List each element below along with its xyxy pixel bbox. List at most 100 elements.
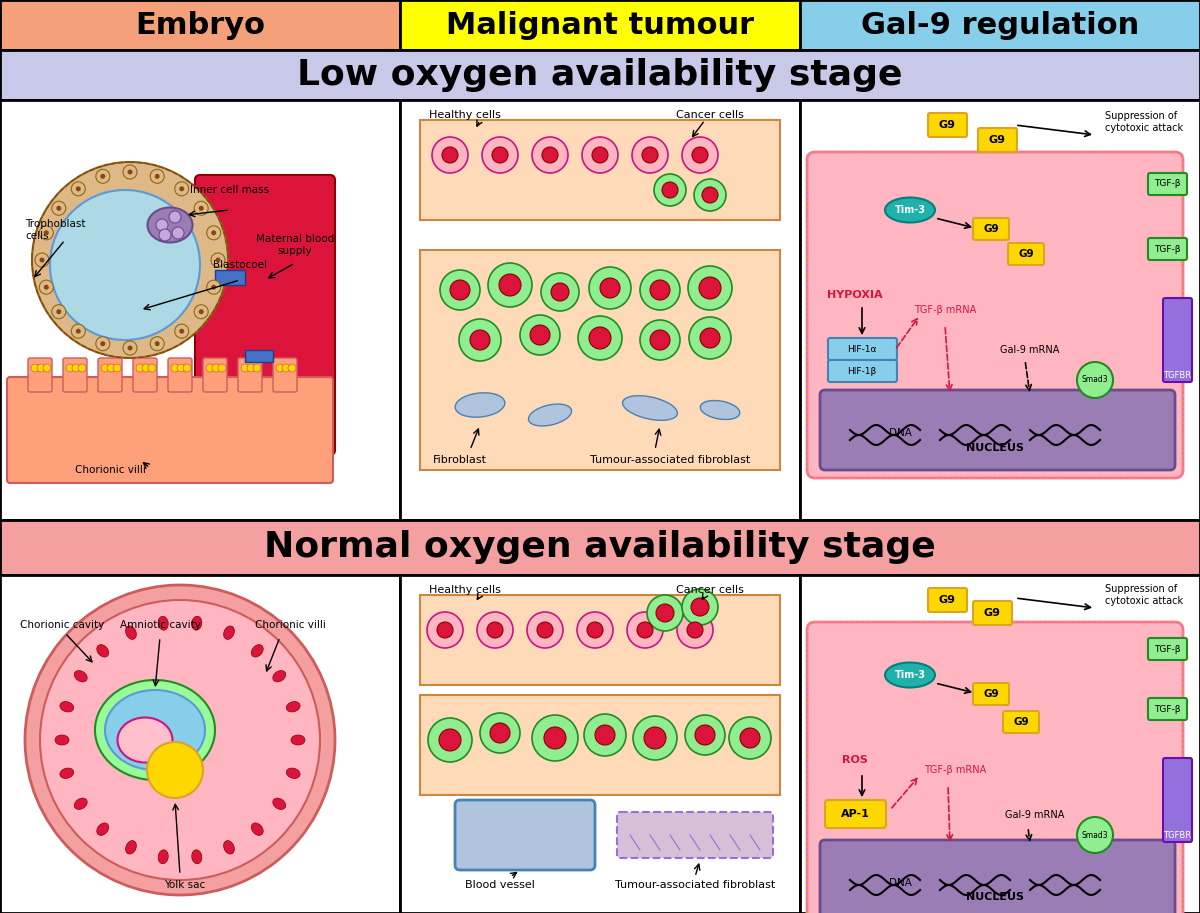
Circle shape — [71, 324, 85, 338]
Circle shape — [32, 162, 228, 358]
Circle shape — [52, 201, 66, 215]
Circle shape — [577, 612, 613, 648]
Text: Maternal blood
supply: Maternal blood supply — [256, 235, 334, 256]
Circle shape — [50, 190, 200, 340]
Circle shape — [677, 612, 713, 648]
Text: Low oxygen availability stage: Low oxygen availability stage — [298, 58, 902, 92]
Ellipse shape — [455, 393, 505, 417]
Ellipse shape — [55, 735, 70, 745]
Bar — [245, 350, 274, 362]
Circle shape — [122, 165, 137, 179]
Circle shape — [634, 716, 677, 760]
Bar — [0, 520, 1200, 575]
Text: TGF-β: TGF-β — [1153, 645, 1181, 654]
FancyBboxPatch shape — [7, 377, 334, 483]
Text: AP-1: AP-1 — [840, 809, 870, 819]
FancyBboxPatch shape — [973, 218, 1009, 240]
Circle shape — [628, 612, 662, 648]
Text: TGF-β: TGF-β — [1153, 705, 1181, 713]
Circle shape — [253, 364, 262, 372]
Text: Cancer cells: Cancer cells — [676, 585, 744, 595]
Circle shape — [179, 329, 185, 333]
FancyBboxPatch shape — [828, 360, 898, 382]
FancyBboxPatch shape — [455, 800, 595, 870]
Text: HYPOXIA: HYPOXIA — [827, 290, 883, 300]
Ellipse shape — [97, 823, 109, 835]
FancyBboxPatch shape — [820, 390, 1175, 470]
Circle shape — [40, 257, 44, 263]
Circle shape — [442, 147, 458, 163]
Circle shape — [480, 713, 520, 753]
FancyBboxPatch shape — [826, 800, 886, 828]
Circle shape — [589, 267, 631, 309]
Circle shape — [247, 364, 256, 372]
Text: Blastocoel: Blastocoel — [214, 260, 266, 270]
Ellipse shape — [74, 670, 88, 682]
Circle shape — [156, 219, 168, 231]
Circle shape — [487, 622, 503, 638]
Text: G9: G9 — [989, 135, 1006, 145]
Text: TGFBR: TGFBR — [1163, 371, 1192, 380]
FancyBboxPatch shape — [617, 812, 773, 858]
Circle shape — [25, 585, 335, 895]
Circle shape — [127, 345, 132, 351]
Ellipse shape — [126, 626, 137, 639]
Text: Malignant tumour: Malignant tumour — [446, 11, 754, 39]
FancyBboxPatch shape — [1163, 758, 1192, 842]
Circle shape — [656, 604, 674, 622]
Circle shape — [182, 364, 191, 372]
Text: Yolk sac: Yolk sac — [164, 880, 205, 890]
Circle shape — [282, 364, 290, 372]
FancyBboxPatch shape — [973, 601, 1012, 625]
Circle shape — [179, 186, 185, 192]
Ellipse shape — [886, 663, 935, 687]
Circle shape — [532, 715, 578, 761]
Circle shape — [600, 278, 620, 298]
Circle shape — [56, 205, 61, 211]
Bar — [800, 100, 1200, 520]
FancyBboxPatch shape — [1003, 711, 1039, 733]
Ellipse shape — [622, 397, 678, 419]
Ellipse shape — [272, 798, 286, 810]
Circle shape — [211, 253, 226, 267]
Circle shape — [647, 595, 683, 631]
FancyBboxPatch shape — [1008, 243, 1044, 265]
Text: G9: G9 — [983, 224, 998, 234]
Text: Fibroblast: Fibroblast — [433, 455, 487, 465]
Text: DNA: DNA — [888, 878, 912, 888]
Text: Chorionic villi: Chorionic villi — [254, 620, 325, 630]
FancyBboxPatch shape — [828, 338, 898, 360]
Circle shape — [241, 364, 250, 372]
Circle shape — [175, 182, 188, 195]
Bar — [400, 575, 800, 913]
Ellipse shape — [118, 718, 173, 762]
Ellipse shape — [223, 841, 234, 854]
Circle shape — [691, 598, 709, 616]
Text: NUCLEUS: NUCLEUS — [966, 892, 1024, 902]
Circle shape — [527, 612, 563, 648]
Circle shape — [218, 364, 226, 372]
Circle shape — [43, 364, 50, 372]
Circle shape — [740, 728, 760, 748]
Bar — [400, 100, 800, 520]
Ellipse shape — [272, 670, 286, 682]
Text: G9: G9 — [1018, 249, 1034, 259]
Ellipse shape — [223, 626, 234, 639]
Circle shape — [211, 230, 216, 236]
Text: Amniotic cavity: Amniotic cavity — [120, 620, 200, 630]
Circle shape — [478, 612, 514, 648]
Circle shape — [136, 364, 144, 372]
Text: DNA: DNA — [888, 428, 912, 438]
Circle shape — [532, 137, 568, 173]
Text: G9: G9 — [1013, 717, 1028, 727]
Circle shape — [96, 169, 110, 184]
Circle shape — [702, 187, 718, 203]
Circle shape — [172, 227, 184, 239]
Circle shape — [148, 364, 156, 372]
Circle shape — [169, 211, 181, 223]
Circle shape — [544, 727, 566, 749]
Circle shape — [150, 169, 164, 184]
Ellipse shape — [251, 645, 263, 657]
Circle shape — [44, 285, 49, 289]
Text: G9: G9 — [984, 608, 1001, 618]
